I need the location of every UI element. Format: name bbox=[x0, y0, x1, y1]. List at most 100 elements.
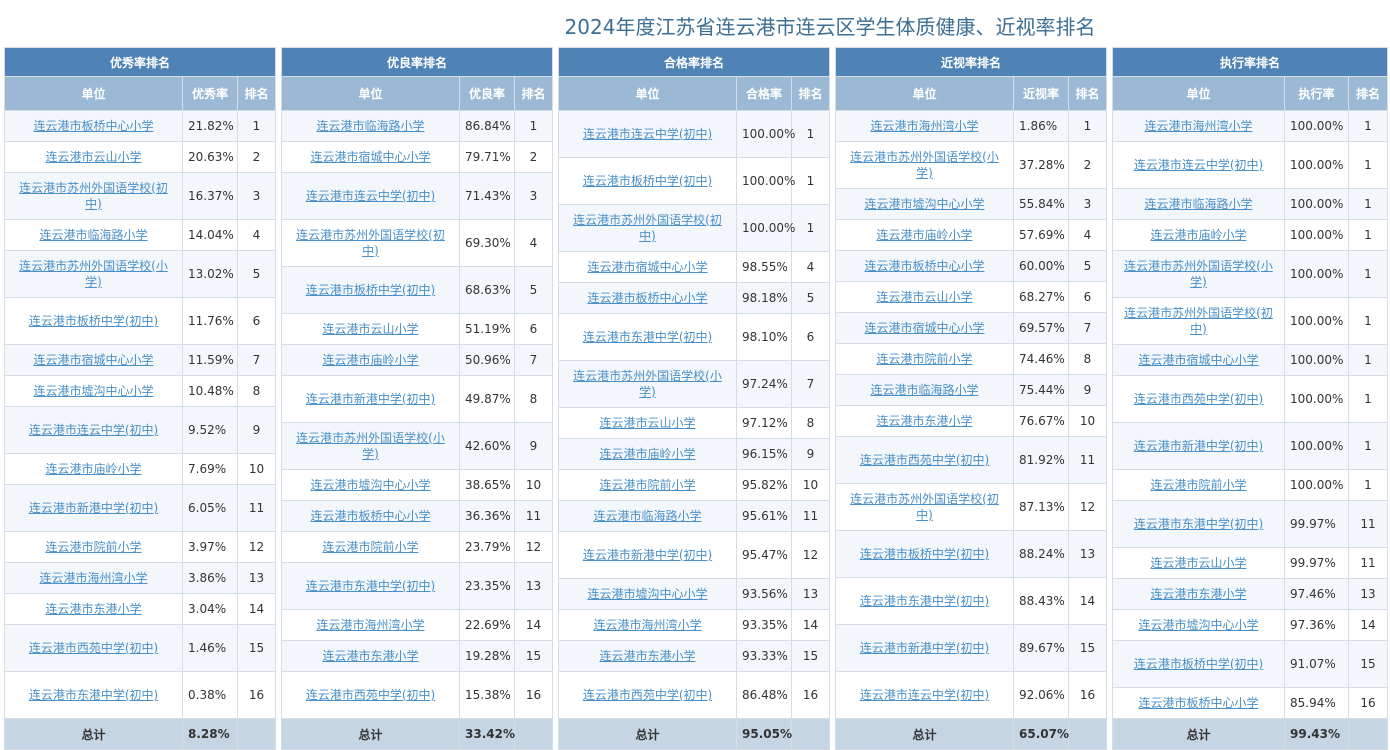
school-link[interactable]: 连云港市庙岭小学 bbox=[45, 462, 142, 476]
school-link[interactable]: 连云港市连云中学(初中) bbox=[1133, 158, 1264, 172]
school-link[interactable]: 连云港市院前小学 bbox=[322, 540, 419, 554]
school-link[interactable]: 连云港市西苑中学(初中) bbox=[582, 688, 713, 702]
table-row: 连云港市板桥中学(初中) 88.24% 13 bbox=[835, 530, 1107, 578]
school-link[interactable]: 连云港市苏州外国语学校(初中) bbox=[19, 181, 168, 211]
school-link[interactable]: 连云港市东港中学(初中) bbox=[305, 579, 436, 593]
school-link[interactable]: 连云港市云山小学 bbox=[1150, 556, 1247, 570]
school-link[interactable]: 连云港市海州湾小学 bbox=[316, 618, 425, 632]
school-link[interactable]: 连云港市板桥中学(初中) bbox=[28, 314, 159, 328]
school-link[interactable]: 连云港市西苑中学(初中) bbox=[1133, 392, 1264, 406]
school-link[interactable]: 连云港市东港小学 bbox=[876, 414, 973, 428]
school-link[interactable]: 连云港市海州湾小学 bbox=[1144, 119, 1253, 133]
rank-cell: 14 bbox=[1348, 609, 1388, 641]
school-link[interactable]: 连云港市海州湾小学 bbox=[870, 119, 979, 133]
school-link[interactable]: 连云港市连云中学(初中) bbox=[28, 423, 159, 437]
school-link[interactable]: 连云港市连云中学(初中) bbox=[859, 688, 990, 702]
school-link[interactable]: 连云港市海州湾小学 bbox=[39, 571, 148, 585]
school-link[interactable]: 连云港市庙岭小学 bbox=[876, 228, 973, 242]
school-link[interactable]: 连云港市云山小学 bbox=[322, 322, 419, 336]
school-link[interactable]: 连云港市院前小学 bbox=[45, 540, 142, 554]
school-link[interactable]: 连云港市云山小学 bbox=[45, 150, 142, 164]
school-link[interactable]: 连云港市苏州外国语学校(初中) bbox=[573, 213, 722, 243]
school-link[interactable]: 连云港市墟沟中心小学 bbox=[33, 384, 154, 398]
unit-cell: 连云港市新港中学(初中) bbox=[4, 484, 183, 532]
school-link[interactable]: 连云港市东港小学 bbox=[322, 649, 419, 663]
table-row: 连云港市宿城中心小学 11.59% 7 bbox=[4, 344, 276, 376]
value-cell: 55.84% bbox=[1013, 188, 1069, 220]
school-link[interactable]: 连云港市连云中学(初中) bbox=[582, 127, 713, 141]
school-link[interactable]: 连云港市新港中学(初中) bbox=[28, 501, 159, 515]
rank-cell: 16 bbox=[791, 671, 830, 719]
school-link[interactable]: 连云港市新港中学(初中) bbox=[1133, 439, 1264, 453]
school-link[interactable]: 连云港市新港中学(初中) bbox=[859, 641, 990, 655]
school-link[interactable]: 连云港市临海路小学 bbox=[870, 383, 979, 397]
school-link[interactable]: 连云港市东港中学(初中) bbox=[1133, 517, 1264, 531]
school-link[interactable]: 连云港市苏州外国语学校(初中) bbox=[1124, 306, 1273, 336]
school-link[interactable]: 连云港市西苑中学(初中) bbox=[28, 641, 159, 655]
school-link[interactable]: 连云港市东港小学 bbox=[1150, 587, 1247, 601]
rank-cell: 1 bbox=[1348, 469, 1388, 501]
school-link[interactable]: 连云港市西苑中学(初中) bbox=[305, 688, 436, 702]
school-link[interactable]: 连云港市板桥中心小学 bbox=[310, 509, 431, 523]
school-link[interactable]: 连云港市板桥中心小学 bbox=[864, 259, 985, 273]
school-link[interactable]: 连云港市西苑中学(初中) bbox=[859, 453, 990, 467]
school-link[interactable]: 连云港市宿城中心小学 bbox=[864, 321, 985, 335]
school-link[interactable]: 连云港市东港中学(初中) bbox=[28, 688, 159, 702]
total-row: 总计 33.42% bbox=[281, 718, 553, 750]
school-link[interactable]: 连云港市苏州外国语学校(小学) bbox=[573, 369, 722, 399]
value-cell: 0.38% bbox=[182, 671, 238, 719]
school-link[interactable]: 连云港市板桥中学(初中) bbox=[1133, 657, 1264, 671]
school-link[interactable]: 连云港市东港中学(初中) bbox=[582, 330, 713, 344]
school-link[interactable]: 连云港市东港小学 bbox=[45, 602, 142, 616]
school-link[interactable]: 连云港市苏州外国语学校(小学) bbox=[1124, 259, 1273, 289]
unit-cell: 连云港市云山小学 bbox=[835, 281, 1014, 313]
school-link[interactable]: 连云港市板桥中学(初中) bbox=[305, 283, 436, 297]
total-row: 总计 99.43% bbox=[1112, 718, 1388, 750]
school-link[interactable]: 连云港市墟沟中心小学 bbox=[587, 587, 708, 601]
school-link[interactable]: 连云港市庙岭小学 bbox=[322, 353, 419, 367]
school-link[interactable]: 连云港市庙岭小学 bbox=[599, 447, 696, 461]
school-link[interactable]: 连云港市海州湾小学 bbox=[593, 618, 702, 632]
school-link[interactable]: 连云港市板桥中学(初中) bbox=[582, 174, 713, 188]
school-link[interactable]: 连云港市墟沟中心小学 bbox=[864, 197, 985, 211]
value-cell: 79.71% bbox=[459, 141, 515, 173]
school-link[interactable]: 连云港市云山小学 bbox=[599, 416, 696, 430]
school-link[interactable]: 连云港市板桥中心小学 bbox=[587, 291, 708, 305]
school-link[interactable]: 连云港市宿城中心小学 bbox=[33, 353, 154, 367]
school-link[interactable]: 连云港市板桥中学(初中) bbox=[859, 547, 990, 561]
school-link[interactable]: 连云港市临海路小学 bbox=[39, 228, 148, 242]
unit-cell: 连云港市院前小学 bbox=[1112, 469, 1285, 501]
school-link[interactable]: 连云港市墟沟中心小学 bbox=[310, 478, 431, 492]
school-link[interactable]: 连云港市庙岭小学 bbox=[1150, 228, 1247, 242]
school-link[interactable]: 连云港市苏州外国语学校(小学) bbox=[850, 150, 999, 180]
school-link[interactable]: 连云港市苏州外国语学校(初中) bbox=[296, 228, 445, 258]
school-link[interactable]: 连云港市东港中学(初中) bbox=[859, 594, 990, 608]
school-link[interactable]: 连云港市宿城中心小学 bbox=[1138, 353, 1259, 367]
school-link[interactable]: 连云港市云山小学 bbox=[876, 290, 973, 304]
school-link[interactable]: 连云港市临海路小学 bbox=[1144, 197, 1253, 211]
school-link[interactable]: 连云港市墟沟中心小学 bbox=[1138, 618, 1259, 632]
school-link[interactable]: 连云港市院前小学 bbox=[1150, 478, 1247, 492]
school-link[interactable]: 连云港市临海路小学 bbox=[316, 119, 425, 133]
unit-cell: 连云港市庙岭小学 bbox=[835, 219, 1014, 251]
school-link[interactable]: 连云港市板桥中心小学 bbox=[1138, 696, 1259, 710]
school-link[interactable]: 连云港市苏州外国语学校(小学) bbox=[19, 259, 168, 289]
rank-cell: 1 bbox=[1068, 110, 1107, 142]
table-row: 连云港市东港中学(初中) 88.43% 14 bbox=[835, 577, 1107, 625]
school-link[interactable]: 连云港市连云中学(初中) bbox=[305, 189, 436, 203]
unit-cell: 连云港市板桥中学(初中) bbox=[835, 530, 1014, 578]
school-link[interactable]: 连云港市东港小学 bbox=[599, 649, 696, 663]
school-link[interactable]: 连云港市新港中学(初中) bbox=[582, 548, 713, 562]
school-link[interactable]: 连云港市苏州外国语学校(初中) bbox=[850, 492, 999, 522]
school-link[interactable]: 连云港市院前小学 bbox=[876, 352, 973, 366]
school-link[interactable]: 连云港市临海路小学 bbox=[593, 509, 702, 523]
school-link[interactable]: 连云港市苏州外国语学校(小学) bbox=[296, 431, 445, 461]
table-row: 连云港市东港中学(初中) 98.10% 6 bbox=[558, 313, 830, 361]
school-link[interactable]: 连云港市院前小学 bbox=[599, 478, 696, 492]
school-link[interactable]: 连云港市宿城中心小学 bbox=[587, 260, 708, 274]
value-cell: 87.13% bbox=[1013, 483, 1069, 531]
school-link[interactable]: 连云港市宿城中心小学 bbox=[310, 150, 431, 164]
school-link[interactable]: 连云港市新港中学(初中) bbox=[305, 392, 436, 406]
school-link[interactable]: 连云港市板桥中心小学 bbox=[33, 119, 154, 133]
rank-cell: 10 bbox=[791, 469, 830, 501]
